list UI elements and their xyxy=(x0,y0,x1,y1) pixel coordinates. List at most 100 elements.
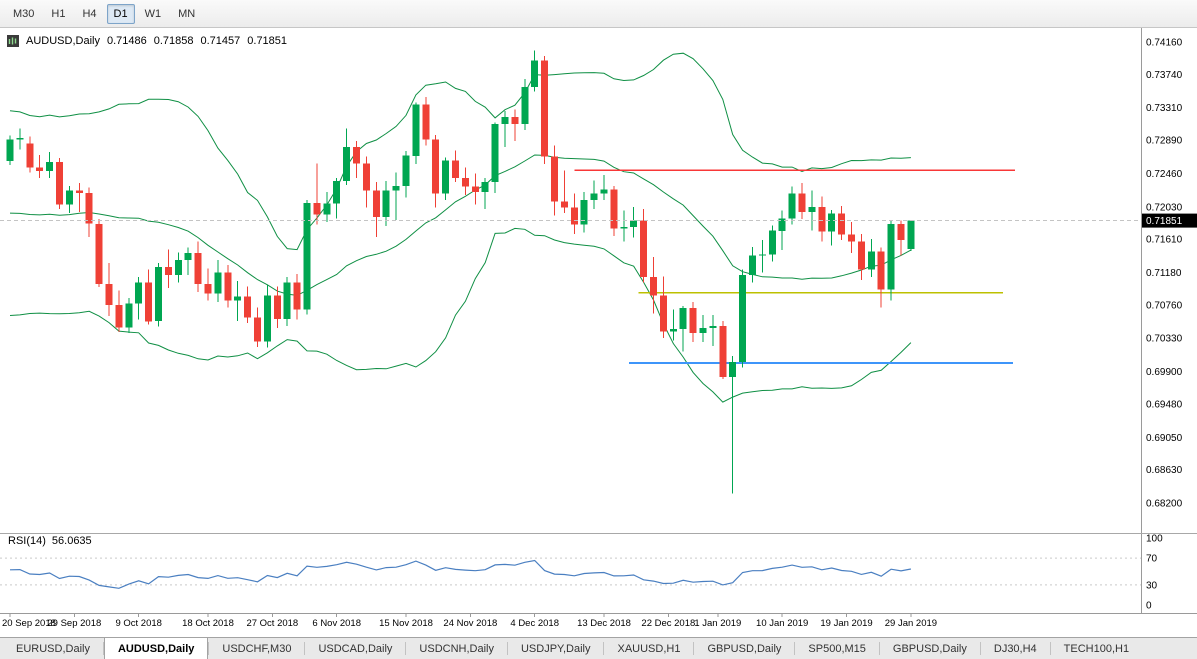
timeframe-button-h4[interactable]: H4 xyxy=(75,4,103,24)
rsi-axis-label: 0 xyxy=(1146,601,1152,612)
candle-body xyxy=(511,117,519,124)
candle-body xyxy=(164,267,172,275)
chart-window-icon[interactable] xyxy=(7,35,19,47)
time-axis-label: 27 Oct 2018 xyxy=(246,618,298,629)
candle-body xyxy=(600,189,608,194)
rsi-axis-labels[interactable]: 100 70 30 0 xyxy=(1146,534,1163,612)
time-axis-label: 19 Jan 2019 xyxy=(820,618,872,629)
chart-tab-eurusd-daily[interactable]: EURUSD,Daily xyxy=(16,642,90,655)
candle-body xyxy=(343,147,351,182)
timeframe-button-m30[interactable]: M30 xyxy=(6,4,41,24)
timeframe-button-mn[interactable]: MN xyxy=(171,4,202,24)
time-axis-label: 29 Sep 2018 xyxy=(47,618,101,629)
price-axis-label: 0.71180 xyxy=(1146,268,1182,279)
time-axis-label: 1 Jan 2019 xyxy=(694,618,741,629)
candle-body xyxy=(580,199,588,225)
candle-body xyxy=(56,161,63,205)
candle-body xyxy=(273,295,281,319)
candle-body xyxy=(699,328,707,333)
bollinger-upper-band xyxy=(9,52,911,251)
candle-body xyxy=(640,220,648,278)
chart-tab-xauusd-h1[interactable]: XAUUSD,H1 xyxy=(617,642,681,655)
time-axis-label: 6 Nov 2018 xyxy=(312,618,361,629)
candle-body xyxy=(204,284,212,294)
candle-body xyxy=(174,260,182,275)
chart-tab-gbpusd-daily[interactable]: GBPUSD,Daily xyxy=(707,642,782,655)
candle-body xyxy=(798,193,806,213)
candle-body xyxy=(521,86,529,124)
candle-body xyxy=(818,206,826,232)
candle-body xyxy=(155,267,162,322)
timeframe-button-h1[interactable]: H1 xyxy=(44,4,72,24)
chart-tab-usdjpy-daily[interactable]: USDJPY,Daily xyxy=(520,642,591,655)
current-price-badge-bg xyxy=(1142,213,1197,228)
candle-body xyxy=(244,296,252,318)
candle-body xyxy=(6,139,14,162)
tab-separator xyxy=(405,642,407,655)
bollinger-lower-band xyxy=(9,227,912,403)
candle-body xyxy=(551,156,558,202)
candle-body xyxy=(560,201,568,208)
price-axis-label: 0.70330 xyxy=(1146,334,1183,345)
candle-body xyxy=(46,161,54,172)
time-axis-label: 22 Dec 2018 xyxy=(641,618,695,629)
candle-body xyxy=(887,223,895,290)
candle-body xyxy=(729,362,737,377)
chart-tab-sp500-m15[interactable]: SP500,M15 xyxy=(808,642,866,655)
candle-body xyxy=(75,190,83,193)
candle-body xyxy=(531,60,539,87)
timeframe-button-w1[interactable]: W1 xyxy=(138,4,169,24)
chart-tab-usdcnh-daily[interactable]: USDCNH,Daily xyxy=(419,642,494,655)
time-axis-label: 9 Oct 2018 xyxy=(115,618,161,629)
candle-body xyxy=(184,253,192,261)
timeframe-button-d1[interactable]: D1 xyxy=(106,3,135,24)
price-axis-label: 0.74160 xyxy=(1146,38,1183,49)
candle-body xyxy=(679,308,687,329)
candle-body xyxy=(867,251,875,270)
candle-body xyxy=(372,190,380,217)
candle-body xyxy=(808,206,816,213)
candle-body xyxy=(778,218,786,231)
candle-body xyxy=(293,282,301,310)
candle-body xyxy=(16,137,24,140)
candle-body xyxy=(452,160,459,179)
price-axis-label: 0.70760 xyxy=(1146,300,1183,311)
candle-body xyxy=(828,213,836,232)
candle-body xyxy=(461,178,469,187)
candle-body xyxy=(26,143,34,168)
candle-body xyxy=(541,60,549,157)
candle-body xyxy=(768,230,776,255)
tab-separator xyxy=(506,642,508,655)
candle-body xyxy=(669,329,677,332)
rsi-axis-label: 70 xyxy=(1146,554,1158,565)
candle-body xyxy=(362,163,370,191)
price-axis-label: 0.72890 xyxy=(1146,136,1183,147)
bollinger-middle-band xyxy=(9,154,912,296)
chart-tab-gbpusd-daily[interactable]: GBPUSD,Daily xyxy=(892,642,967,655)
time-axis-label: 10 Jan 2019 xyxy=(756,618,808,629)
price-axis-label: 0.73310 xyxy=(1146,103,1183,114)
chart-tab-dj30-h4[interactable]: DJ30,H4 xyxy=(993,642,1037,655)
price-axis-label: 0.68200 xyxy=(1146,499,1183,510)
chart-tab-usdchf-m30[interactable]: USDCHF,M30 xyxy=(222,642,292,655)
candle-body xyxy=(739,274,747,363)
candle-body xyxy=(848,234,855,242)
candle-body xyxy=(471,186,479,192)
chart-tab-usdcad-daily[interactable]: USDCAD,Daily xyxy=(318,642,393,655)
chart-tab-tech100-h1[interactable]: TECH100,H1 xyxy=(1063,642,1130,655)
candle-body xyxy=(125,303,133,328)
candle-body xyxy=(857,241,865,270)
rsi-axis-label: 30 xyxy=(1146,580,1158,591)
price-axis-labels[interactable]: 0.74160 0.73740 0.73310 0.72890 0.72460 0.720… xyxy=(1146,38,1183,510)
candle-body xyxy=(719,325,727,377)
chart-tab-audusd-daily[interactable]: AUDUSD,Daily xyxy=(103,638,209,659)
candle-body xyxy=(392,185,400,191)
chart-window[interactable]: 0.74160 0.73740 0.73310 0.72890 0.72460 0.720… xyxy=(0,28,1197,637)
candlestick-series xyxy=(6,50,915,494)
candle-body xyxy=(412,104,420,156)
time-axis-label: 4 Dec 2018 xyxy=(510,618,559,629)
price-chart[interactable]: 0.74160 0.73740 0.73310 0.72890 0.72460 0.720… xyxy=(0,28,1197,637)
candle-body xyxy=(689,308,697,333)
candle-body xyxy=(85,192,93,224)
